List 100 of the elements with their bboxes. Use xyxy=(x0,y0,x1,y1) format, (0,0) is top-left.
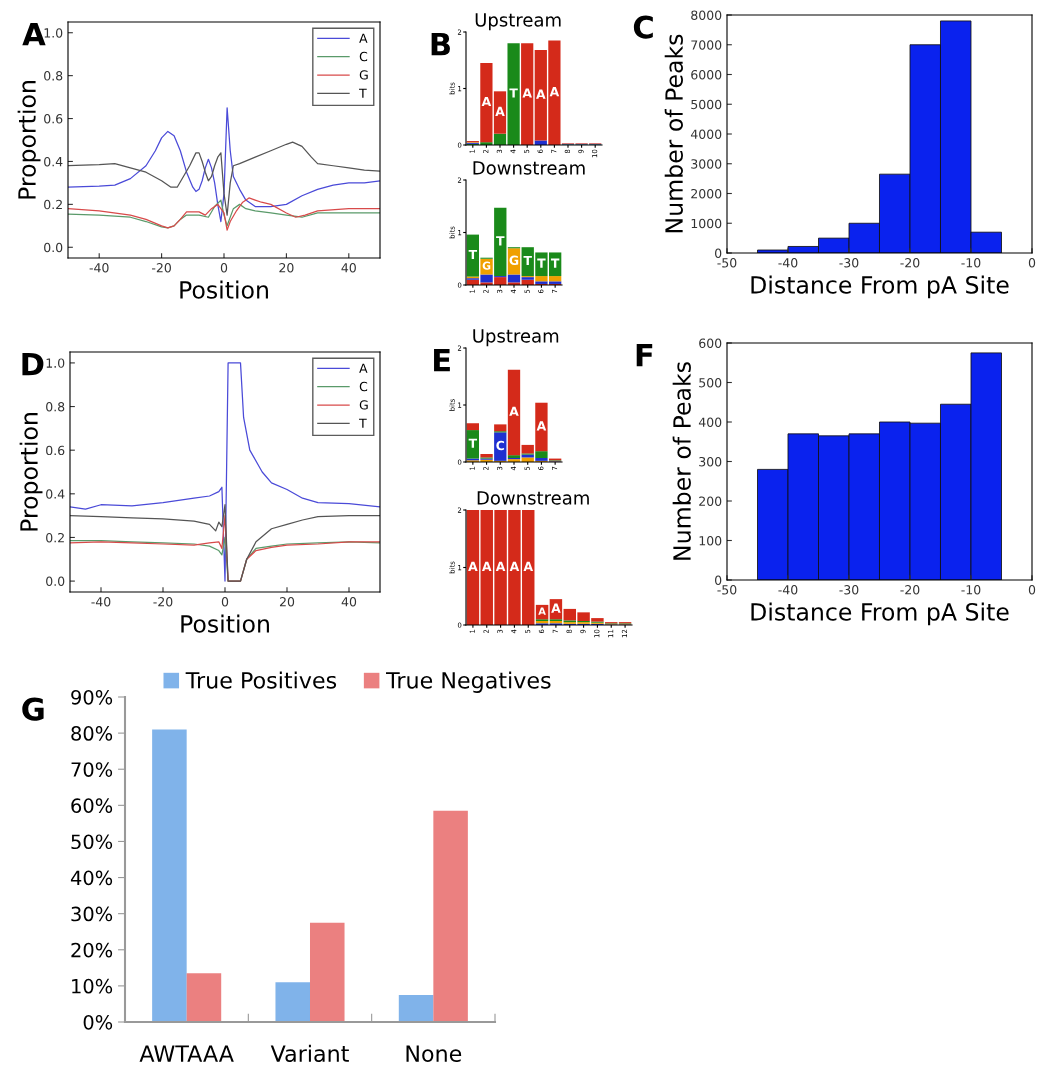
y-tick-label: 7000 xyxy=(691,40,722,50)
legend-label: G xyxy=(359,400,368,410)
y-tick-label: 0.0 xyxy=(44,242,63,253)
text: F xyxy=(636,343,653,367)
data-label: T xyxy=(537,258,546,268)
x-tick-label: 0 xyxy=(220,263,228,273)
chart-title: Upstream xyxy=(473,329,559,347)
y-axis-title: Proportion xyxy=(19,413,43,531)
y-axis-title: Number of Peaks xyxy=(664,34,683,233)
x-tick-label: -40 xyxy=(89,263,109,273)
y-tick-label: 0.4 xyxy=(46,489,65,499)
x-tick-label: 20 xyxy=(279,597,295,607)
data-label: A xyxy=(481,561,492,571)
y-tick-label: 10% xyxy=(72,978,113,994)
y-tick-label: 200 xyxy=(699,496,722,506)
data-label: T xyxy=(468,438,478,448)
text: C xyxy=(633,15,653,39)
data-label: A xyxy=(536,89,546,99)
y-tick-label: 0.4 xyxy=(44,156,63,167)
data-label: A xyxy=(495,106,505,116)
x-tick-label: 0 xyxy=(1028,258,1036,268)
data-label: G xyxy=(482,261,491,270)
y-tick-label: 1000 xyxy=(691,218,722,229)
y-tick-label: 30% xyxy=(71,906,113,922)
x-tick-label: -30 xyxy=(839,585,859,595)
y-tick-label: 1.0 xyxy=(44,28,63,38)
y-tick-label: 300 xyxy=(699,456,722,467)
x-tick-label: -10 xyxy=(961,258,981,268)
x-tick-label: -40 xyxy=(778,258,798,268)
y-axis-title: Proportion xyxy=(17,81,41,199)
data-label: A xyxy=(549,87,560,97)
y-tick-label: 1.0 xyxy=(46,358,65,368)
data-label: T xyxy=(550,258,560,268)
x-tick-label: -20 xyxy=(900,258,920,268)
legend-label: A xyxy=(359,363,368,373)
legend-label: A xyxy=(359,33,368,43)
y-tick-label: 0.2 xyxy=(44,199,62,210)
y-tick-label: 3000 xyxy=(691,159,722,169)
data-label: T xyxy=(509,88,518,98)
x-tick-label: AWTAAA xyxy=(139,1045,234,1062)
text: B xyxy=(431,32,450,56)
y-tick-label: 20% xyxy=(71,942,113,958)
legend-label: True Negatives xyxy=(386,671,551,693)
y-tick-label: 0.6 xyxy=(46,445,65,456)
y-tick-label: 500 xyxy=(699,377,722,388)
y-tick-label: 0.2 xyxy=(46,532,64,543)
chart-title: Upstream xyxy=(475,13,561,31)
data-label: T xyxy=(468,249,478,260)
y-tick-label: 40% xyxy=(70,870,113,886)
data-label: A xyxy=(509,406,519,416)
x-axis-title: Position xyxy=(181,614,269,633)
x-tick-label: 40 xyxy=(341,263,356,273)
x-tick-label: -40 xyxy=(778,585,798,595)
x-tick-label: 40 xyxy=(341,597,357,607)
y-tick-label: 100 xyxy=(699,535,722,546)
data-label: A xyxy=(536,421,547,431)
y-tick-label: 60% xyxy=(71,798,113,813)
x-tick-label: -30 xyxy=(839,258,859,268)
data-label: A xyxy=(468,561,478,571)
legend-label: True Positives xyxy=(185,671,337,689)
y-tick-label: 0.0 xyxy=(46,576,65,587)
chart-title: Downstream xyxy=(473,161,585,175)
y-tick-label: 6000 xyxy=(691,69,722,80)
x-tick-label: -40 xyxy=(91,597,111,607)
legend-label: C xyxy=(359,381,368,392)
x-tick-label: -20 xyxy=(152,263,171,273)
y-tick-label: 0.8 xyxy=(44,71,63,81)
x-tick-label: None xyxy=(406,1045,462,1062)
y-axis-title: Number of Peaks xyxy=(672,362,691,560)
x-tick-label: -20 xyxy=(153,597,173,607)
chart-title: Downstream xyxy=(477,491,589,505)
x-tick-label: 0 xyxy=(1028,585,1036,595)
data-label: C xyxy=(496,440,505,451)
y-tick-label: 0.8 xyxy=(46,402,65,412)
legend-label: T xyxy=(359,418,367,428)
data-label: G xyxy=(509,255,519,265)
data-label: T xyxy=(496,236,505,246)
y-tick-label: 0 xyxy=(715,575,722,585)
x-tick-label: 20 xyxy=(279,263,294,273)
data-label: A xyxy=(538,607,546,615)
y-tick-label: 90% xyxy=(71,689,113,705)
text: G xyxy=(22,697,44,721)
data-label: A xyxy=(481,96,492,107)
y-tick-label: 4000 xyxy=(690,129,722,139)
x-tick-label: -10 xyxy=(961,585,981,595)
y-tick-label: 2000 xyxy=(691,188,722,199)
text: E xyxy=(434,348,450,372)
y-tick-label: 50% xyxy=(71,834,113,850)
data-label: T xyxy=(523,255,532,266)
x-tick-label: -50 xyxy=(717,585,737,595)
y-tick-label: 600 xyxy=(699,338,722,348)
legend-label: G xyxy=(359,70,368,80)
x-tick-label: 0 xyxy=(221,597,229,607)
y-tick-label: 8000 xyxy=(691,10,722,20)
x-tick-label: -20 xyxy=(900,585,920,595)
data-label: A xyxy=(495,561,506,571)
data-label: A xyxy=(523,561,534,571)
x-axis-title: Position xyxy=(180,280,268,299)
legend-label: T xyxy=(359,88,367,98)
x-axis-title: Distance From pA Site xyxy=(751,275,1009,299)
